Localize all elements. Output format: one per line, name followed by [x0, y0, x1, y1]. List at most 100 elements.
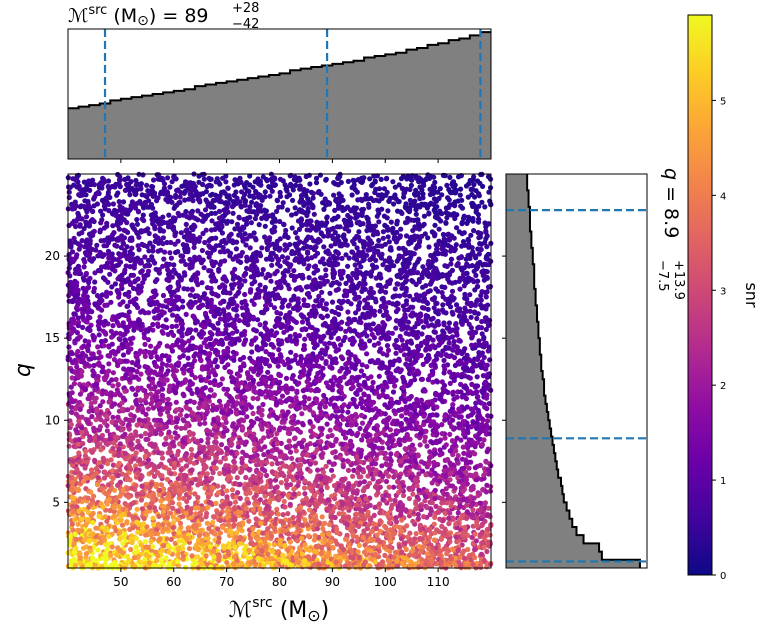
scatter-point — [262, 189, 268, 195]
scatter-point — [451, 327, 458, 333]
scatter-point — [194, 293, 201, 299]
scatter-point — [175, 448, 181, 455]
scatter-point — [422, 498, 428, 504]
scatter-point — [213, 439, 219, 446]
scatter-point — [477, 491, 483, 497]
scatter-point — [288, 349, 294, 355]
scatter-point — [117, 358, 123, 364]
scatter-point — [159, 392, 165, 398]
scatter-point — [310, 410, 316, 416]
scatter-point — [168, 536, 174, 543]
scatter-point — [426, 244, 432, 250]
scatter-point — [124, 244, 130, 250]
scatter-points — [65, 171, 494, 571]
scatter-point — [380, 312, 387, 318]
scatter-point — [97, 403, 103, 409]
scatter-point — [310, 195, 316, 201]
scatter-point — [160, 330, 166, 336]
scatter-point — [180, 304, 186, 310]
scatter-point — [352, 262, 358, 268]
scatter-point — [66, 194, 72, 201]
scatter-point — [467, 292, 473, 298]
scatter-point — [471, 228, 477, 234]
scatter-point — [66, 344, 72, 350]
scatter-point — [188, 299, 194, 305]
scatter-point — [305, 196, 311, 202]
scatter-point — [275, 363, 281, 369]
scatter-point — [399, 413, 405, 419]
scatter-point — [175, 238, 181, 244]
scatter-point — [467, 375, 473, 381]
scatter-point — [222, 284, 228, 290]
scatter-point — [277, 218, 283, 225]
scatter-point — [187, 292, 194, 298]
scatter-point — [89, 258, 95, 264]
scatter-point — [135, 209, 142, 215]
scatter-point — [242, 291, 248, 298]
scatter-point — [430, 440, 436, 446]
scatter-point — [213, 500, 219, 506]
scatter-point — [410, 491, 416, 497]
scatter-point — [332, 207, 338, 213]
scatter-point — [116, 262, 122, 268]
scatter-point — [482, 204, 488, 210]
scatter-point — [289, 225, 295, 231]
scatter-point — [346, 356, 352, 362]
scatter-point — [173, 192, 179, 199]
scatter-point — [293, 182, 299, 188]
scatter-point — [274, 484, 280, 490]
scatter-point — [418, 376, 424, 382]
scatter-point — [115, 382, 121, 388]
scatter-point — [478, 297, 484, 303]
scatter-point — [249, 298, 255, 304]
scatter-point — [291, 268, 297, 274]
scatter-point — [217, 381, 224, 387]
scatter-point — [311, 211, 317, 217]
scatter-point — [410, 518, 416, 524]
scatter-point — [446, 204, 452, 210]
scatter-point — [449, 288, 456, 294]
scatter-point — [472, 287, 478, 293]
scatter-point — [222, 456, 228, 462]
scatter-point — [143, 448, 149, 454]
scatter-point — [176, 200, 182, 206]
scatter-point — [201, 265, 207, 271]
scatter-point — [224, 386, 231, 393]
scatter-point — [173, 323, 179, 329]
scatter-point — [145, 337, 151, 343]
scatter-point — [203, 197, 209, 203]
scatter-point — [385, 347, 392, 353]
scatter-point — [475, 407, 481, 413]
scatter-point — [290, 514, 296, 521]
scatter-point — [350, 337, 356, 343]
scatter-point — [197, 421, 203, 427]
scatter-point — [413, 531, 419, 537]
scatter-point — [170, 368, 176, 374]
scatter-point — [106, 201, 112, 207]
scatter-point — [293, 230, 299, 236]
scatter-point — [422, 434, 428, 440]
scatter-point — [102, 338, 108, 344]
scatter-point — [133, 177, 139, 184]
scatter-point — [311, 303, 317, 309]
scatter-point — [376, 219, 382, 225]
scatter-point — [443, 220, 449, 226]
scatter-point — [357, 387, 363, 393]
scatter-point — [147, 432, 153, 438]
scatter-point — [188, 446, 194, 453]
scatter-point — [337, 243, 343, 249]
scatter-point — [249, 199, 255, 205]
scatter-point — [421, 421, 427, 427]
scatter-point — [183, 188, 189, 194]
scatter-point — [262, 320, 268, 326]
scatter-point — [345, 178, 351, 184]
scatter-point — [92, 279, 98, 285]
scatter-point — [391, 474, 397, 480]
scatter-point — [310, 190, 316, 197]
scatter-point — [229, 487, 236, 493]
scatter-point — [393, 428, 399, 434]
scatter-point — [121, 227, 127, 233]
scatter-point — [275, 261, 281, 267]
scatter-point — [154, 277, 160, 283]
scatter-point — [68, 409, 74, 415]
